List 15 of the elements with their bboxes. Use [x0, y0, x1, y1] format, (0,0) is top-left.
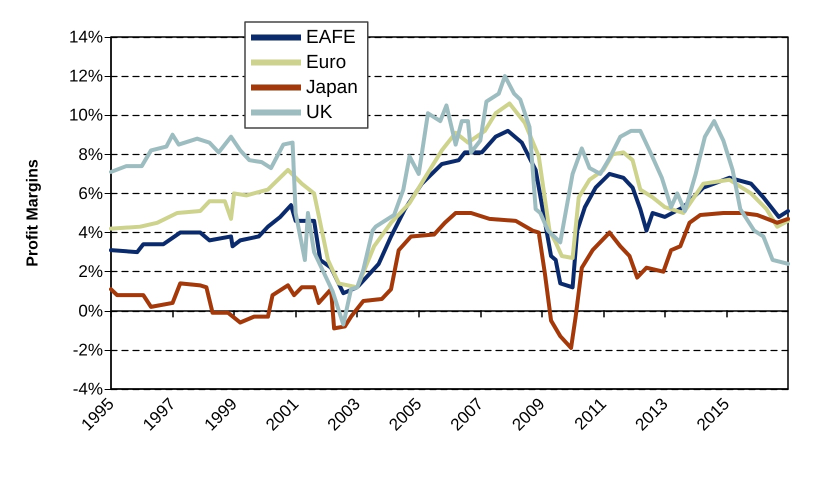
y-tick-label: -2% — [72, 340, 103, 360]
legend-label: Japan — [306, 77, 358, 98]
legend-label: Euro — [306, 52, 346, 73]
y-tick-label: 10% — [68, 106, 103, 125]
y-axis-title: Profit Margins — [24, 159, 42, 267]
y-tick-label: 8% — [78, 144, 103, 164]
y-tick-label: 2% — [78, 262, 103, 282]
y-tick-label: 12% — [68, 66, 103, 86]
y-tick-label: 4% — [78, 223, 103, 242]
y-tick-label: 14% — [68, 28, 103, 46]
y-tick-label: -4% — [72, 380, 103, 398]
legend-label: UK — [306, 102, 333, 123]
legend-label: EAFE — [306, 27, 356, 48]
y-tick-label: 6% — [78, 184, 103, 203]
y-tick-label: 0% — [78, 301, 103, 320]
